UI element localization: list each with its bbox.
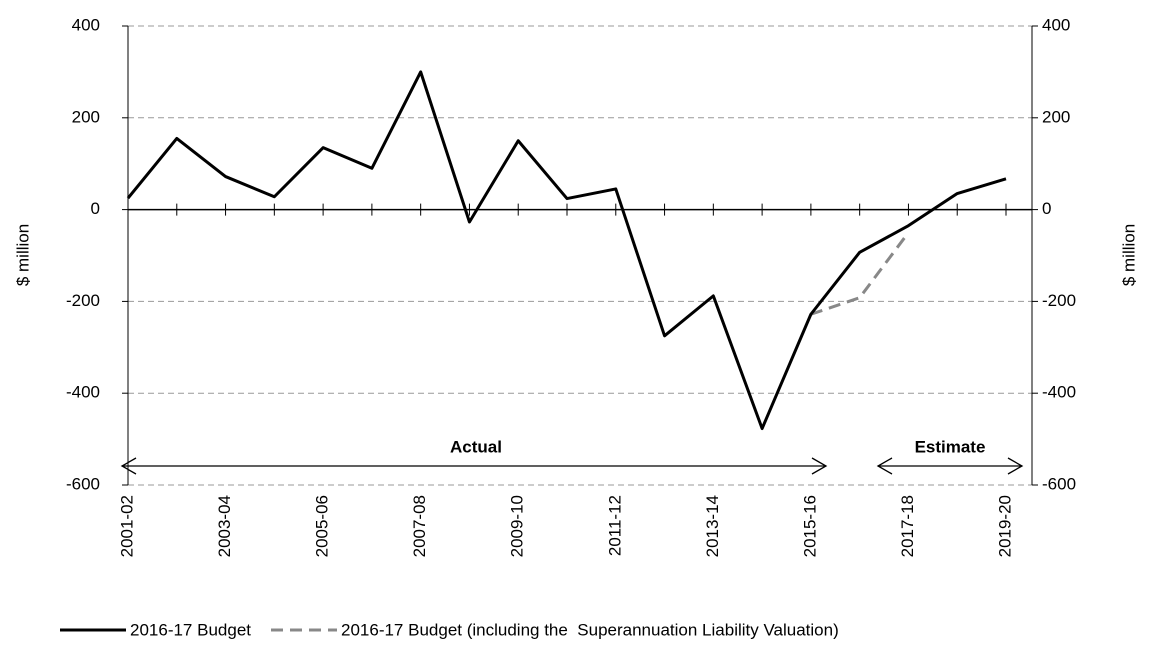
x-tick-label: 2009-10 xyxy=(508,495,527,557)
x-tick-label: 2003-04 xyxy=(215,495,234,557)
y-tick-label: -600 xyxy=(66,474,100,493)
x-tick-label: 2011-12 xyxy=(605,495,624,556)
x-tick-label: 2019-20 xyxy=(995,495,1014,557)
y2-tick-label: -200 xyxy=(1042,291,1076,310)
y-tick-label: -400 xyxy=(66,383,100,402)
x-tick-label: 2001-02 xyxy=(117,495,136,557)
y2-tick-label: 200 xyxy=(1042,107,1070,126)
y2-tick-label: 400 xyxy=(1042,15,1070,34)
y-tick-label: 200 xyxy=(72,107,100,126)
y-tick-label: 0 xyxy=(91,199,100,218)
x-tick-label: 2015-16 xyxy=(800,495,819,557)
y2-axis-label: $ million xyxy=(1119,224,1138,286)
x-tick-label: 2017-18 xyxy=(898,495,917,557)
annotation: Estimate xyxy=(915,437,986,456)
series-line xyxy=(126,70,1007,431)
estimate-arrow xyxy=(876,457,1024,475)
x-tick-label: 2007-08 xyxy=(410,495,429,557)
y-tick-label: -200 xyxy=(66,291,100,310)
series-line xyxy=(810,231,910,316)
actual-arrow xyxy=(120,457,828,475)
y2-tick-label: -400 xyxy=(1042,383,1076,402)
annotation: Actual xyxy=(450,437,502,456)
y-tick-label: 400 xyxy=(72,15,100,34)
x-tick-label: 2005-06 xyxy=(313,495,332,557)
legend-label: 2016-17 Budget xyxy=(130,620,251,639)
x-tick-label: 2013-14 xyxy=(703,495,722,557)
y-axis-label: $ million xyxy=(13,224,32,286)
legend-label: 2016-17 Budget (including the Superannua… xyxy=(341,620,839,639)
y2-tick-label: 0 xyxy=(1042,199,1051,218)
y2-tick-label: -600 xyxy=(1042,474,1076,493)
